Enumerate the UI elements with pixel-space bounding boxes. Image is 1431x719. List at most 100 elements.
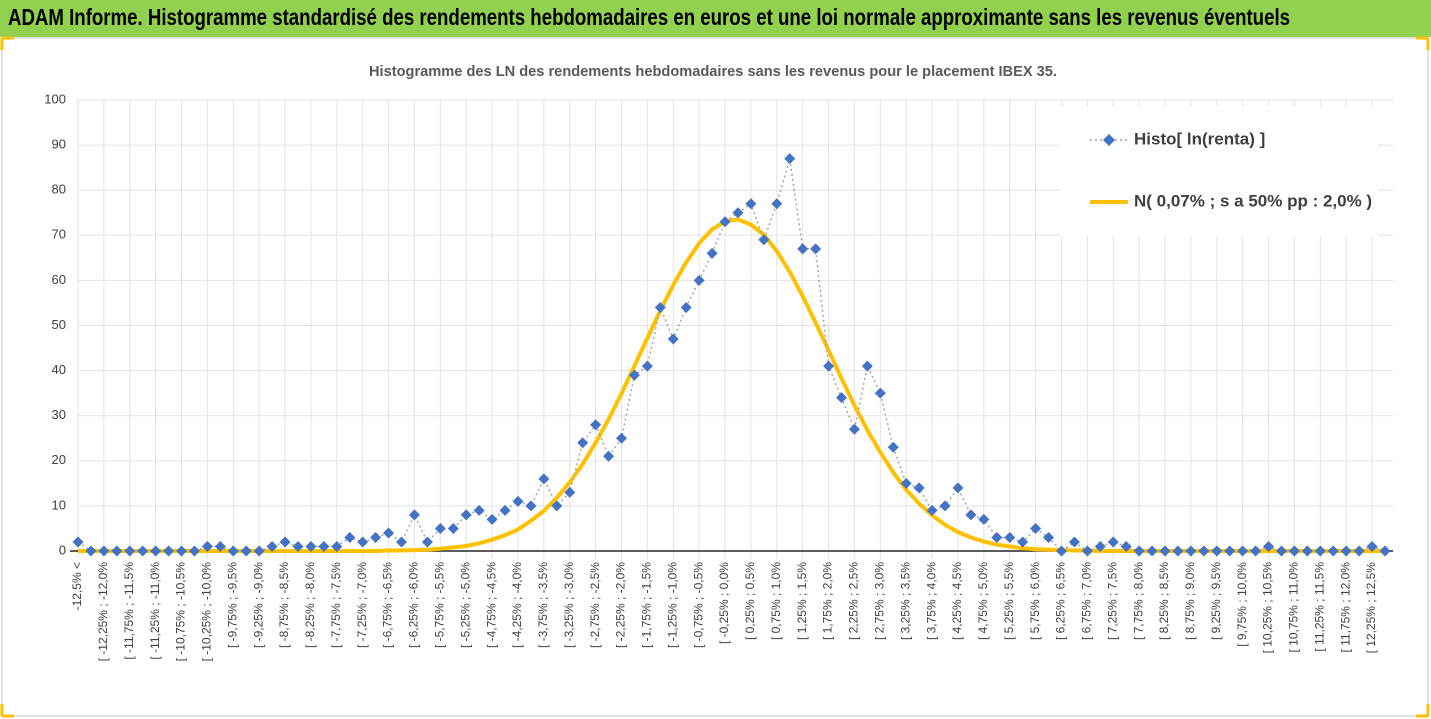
x-tick-label: [ -1,75% ; -1,5% [640, 562, 654, 648]
marker [1263, 540, 1275, 552]
marker [1172, 545, 1184, 557]
x-tick-label: [ 6,75% ; 7,0% [1080, 562, 1094, 640]
x-tick-label: [ 7,25% ; 7,5% [1105, 562, 1119, 640]
marker [1081, 545, 1093, 557]
marker [1055, 545, 1067, 557]
marker [344, 531, 356, 543]
marker [538, 473, 550, 485]
marker [680, 301, 692, 313]
marker [1366, 540, 1378, 552]
marker [991, 531, 1003, 543]
plot-area: 0 10 20 30 40 50 60 70 80 90 100 -12,5% < [ -12,25% … [44, 91, 1393, 661]
marker [1288, 545, 1300, 557]
y-tick-label: 90 [52, 137, 66, 152]
x-tick-label: [ -9,75% ; -9,5% [225, 562, 239, 648]
legend-label: Histo[ ln(renta) ] [1134, 129, 1265, 148]
marker [551, 500, 563, 512]
x-tick-label: [ 5,25% ; 5,5% [1002, 562, 1016, 640]
marker [408, 509, 420, 521]
corner-marks [0, 36, 1430, 718]
x-tick-label: [ -8,25% ; -8,0% [303, 562, 317, 648]
marker [1224, 545, 1236, 557]
marker [874, 387, 886, 399]
marker [1353, 545, 1365, 557]
marker [641, 360, 653, 372]
marker [1120, 540, 1132, 552]
marker [771, 198, 783, 210]
marker [1340, 545, 1352, 557]
marker [150, 545, 162, 557]
y-tick-label: 70 [52, 227, 66, 242]
marker [706, 247, 718, 259]
y-tick-label: 0 [59, 542, 66, 557]
marker [900, 477, 912, 489]
marker [1068, 536, 1080, 548]
x-tick-label: [ 4,25% ; 4,5% [950, 562, 964, 640]
chart-frame [1, 37, 1429, 717]
marker [447, 522, 459, 534]
marker [266, 540, 278, 552]
x-tick-label: [ 10,75% ; 11,0% [1287, 562, 1301, 653]
x-tick-label: [ 9,75% ; 10,0% [1235, 562, 1249, 647]
marker [124, 545, 136, 557]
marker [85, 545, 97, 557]
marker [1327, 545, 1339, 557]
x-tick-label: [ -5,25% ; -5,0% [458, 562, 472, 648]
marker [98, 545, 110, 557]
marker [460, 509, 472, 521]
marker [1275, 545, 1287, 557]
marker [577, 437, 589, 449]
marker [1017, 536, 1029, 548]
x-tick-label: [ -4,75% ; -4,5% [484, 562, 498, 648]
x-tick-label: [ -7,75% ; -7,5% [329, 562, 343, 648]
marker [1211, 545, 1223, 557]
x-tick-label: [ -0,75% ; -0,5% [691, 562, 705, 648]
y-tick-label: 30 [52, 407, 66, 422]
y-tick-label: 10 [52, 497, 66, 512]
marker [434, 522, 446, 534]
marker [965, 509, 977, 521]
marker [473, 504, 485, 516]
marker [810, 243, 822, 255]
marker [628, 369, 640, 381]
marker [305, 540, 317, 552]
x-tick-label: [ -1,25% ; -1,0% [665, 562, 679, 648]
x-tick-label: [ -10,25% ; -10,0% [200, 562, 214, 662]
marker [1133, 545, 1145, 557]
marker [292, 540, 304, 552]
marker [1198, 545, 1210, 557]
marker [1094, 540, 1106, 552]
marker [758, 234, 770, 246]
x-tick-label: [ 12,25% ; 12,5% [1364, 562, 1378, 654]
marker [654, 301, 666, 313]
marker [111, 545, 123, 557]
x-tick-label: [ 11,75% ; 12,0% [1338, 562, 1352, 653]
marker [512, 495, 524, 507]
x-tick-label: [ -11,25% ; -11,0% [148, 562, 162, 660]
marker [499, 504, 511, 516]
marker [835, 392, 847, 404]
x-tick-label: [ -12,25% ; -12,0% [96, 562, 110, 662]
x-tick-label: [ -10,75% ; -10,5% [174, 562, 188, 662]
marker [240, 545, 252, 557]
marker [1301, 545, 1313, 557]
x-tick-label: [ -6,75% ; -6,5% [381, 562, 395, 648]
x-tick-label: [ 4,75% ; 5,0% [976, 562, 990, 640]
marker [616, 432, 628, 444]
x-tick-label: [ 7,75% ; 8,0% [1131, 562, 1145, 640]
marker [396, 536, 408, 548]
marker [823, 360, 835, 372]
marker [745, 198, 757, 210]
y-tick-label: 20 [52, 452, 66, 467]
marker [952, 482, 964, 494]
x-tick-label: [ -11,75% ; -11,5% [122, 562, 136, 660]
marker [253, 545, 265, 557]
marker [227, 545, 239, 557]
marker [590, 419, 602, 431]
legend-box [1060, 106, 1378, 236]
marker [1043, 531, 1055, 543]
x-tick-label: [ -7,25% ; -7,0% [355, 562, 369, 648]
marker [525, 500, 537, 512]
marker [1107, 536, 1119, 548]
